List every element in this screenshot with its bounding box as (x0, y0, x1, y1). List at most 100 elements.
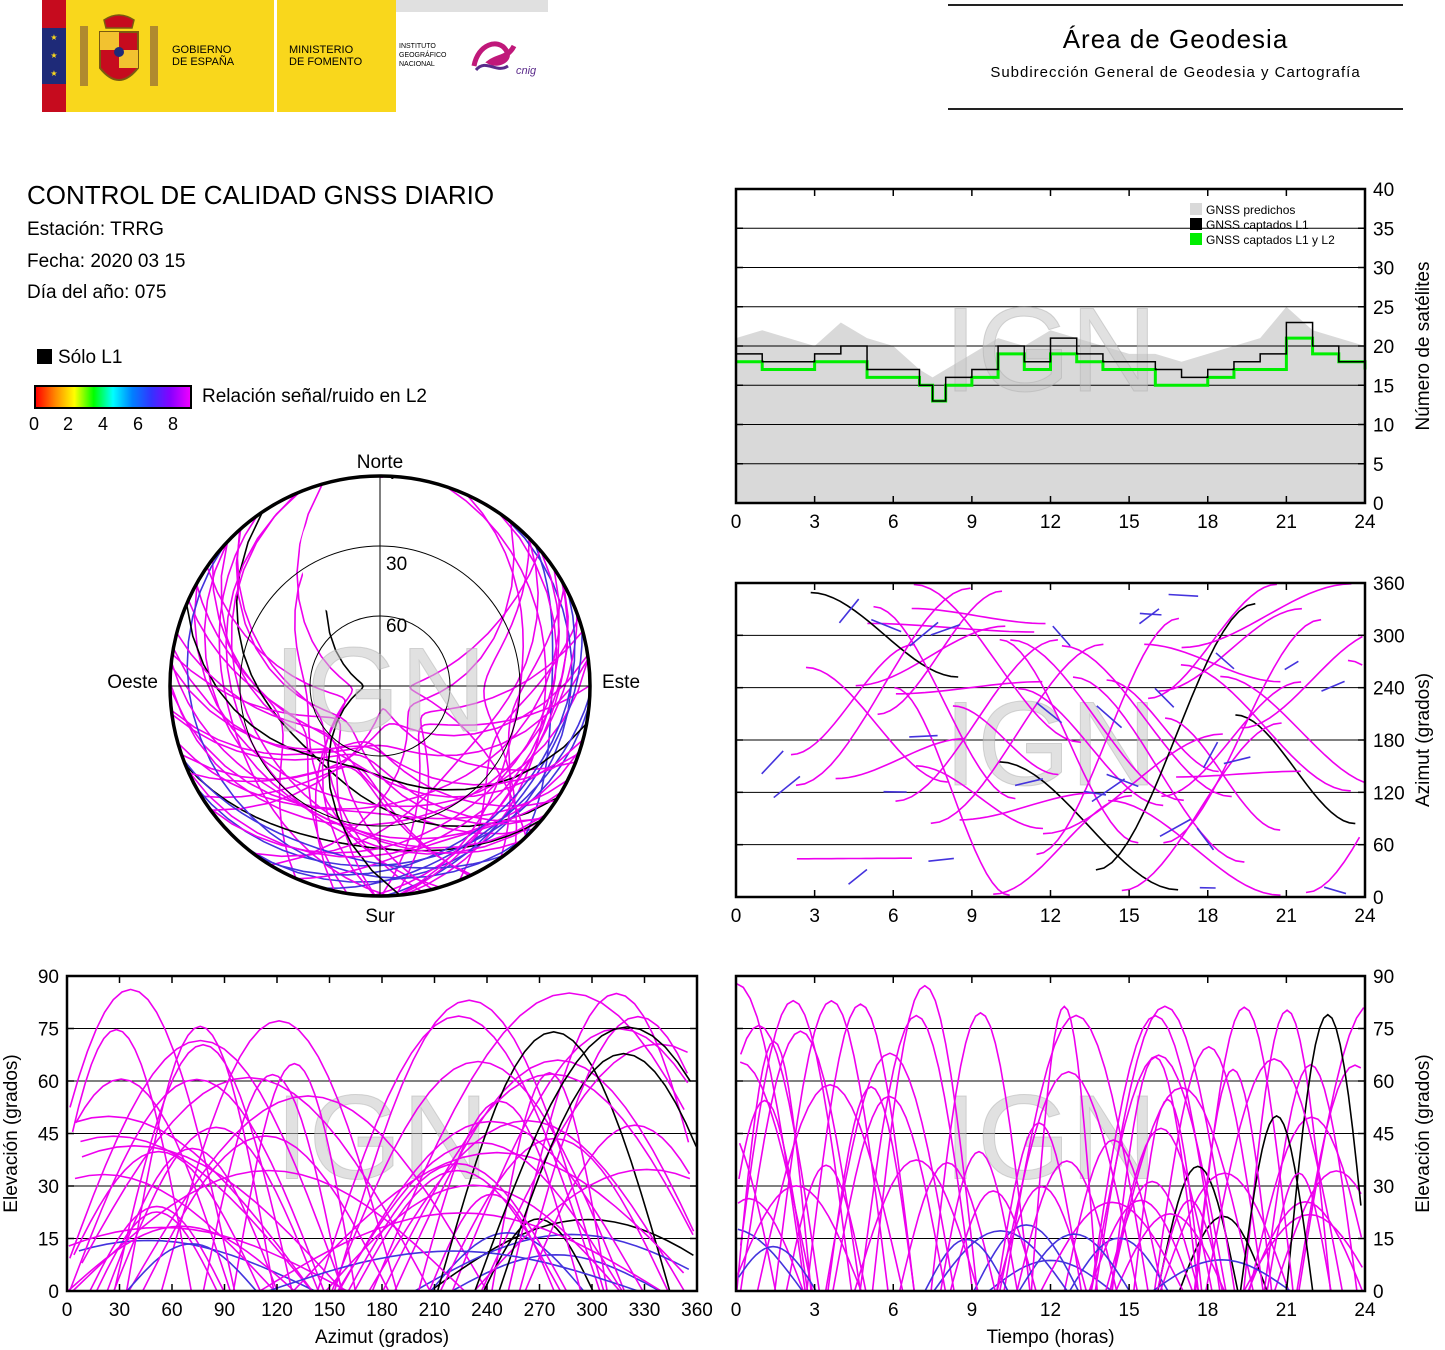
series-l1-line (736, 321, 1365, 402)
spain-flag-stripe: ★ ★ ★ (42, 0, 66, 112)
elevation-azimuth-track (430, 1231, 585, 1292)
elevation-time-track (1030, 1005, 1098, 1292)
azimuth-track (993, 794, 1132, 895)
azimuth-track-low-snr (1202, 741, 1219, 769)
azimuth-track (895, 639, 1059, 802)
y-tick-label: 180 (1373, 731, 1405, 752)
elevation-time-track (806, 1003, 915, 1292)
x-axis-label: Tiempo (horas) (986, 1327, 1114, 1348)
skyplot-track (409, 549, 541, 838)
day-of-year-label: Día del año: 075 (27, 282, 167, 303)
elevation-azimuth-track (89, 1205, 225, 1292)
y-tick-label: 120 (1373, 783, 1405, 804)
elevation-time-track (1003, 1014, 1149, 1292)
elevation-azimuth-track (259, 1212, 662, 1292)
x-tick-label: 0 (731, 906, 742, 927)
l1-only-label: Sólo L1 (58, 347, 123, 368)
snr-colorbar-label: Relación señal/ruido en L2 (202, 386, 427, 407)
x-tick-label: 15 (1119, 1300, 1140, 1321)
skyplot-track (195, 705, 590, 867)
y-axis-label: Elevación (grados) (1413, 1054, 1434, 1212)
snr-tick: 0 (29, 414, 40, 434)
x-tick-label: 12 (1040, 1300, 1061, 1321)
coat-of-arms-icon (80, 14, 158, 86)
skyplot-track (169, 584, 569, 826)
elevation-azimuth-track (268, 1250, 639, 1292)
y-tick-label: 20 (1373, 337, 1394, 358)
elevation-time-track (996, 1122, 1083, 1292)
azimuth-track (894, 686, 1010, 897)
elevation-time-track (1109, 1127, 1213, 1292)
elevation-time-track (1285, 1013, 1362, 1292)
skyplot-track (230, 492, 547, 849)
elevation-time-track (1266, 1172, 1332, 1292)
skyplot-tracks (169, 475, 591, 897)
elevation-time-track (871, 984, 978, 1292)
elevation-azimuth-track (69, 1039, 344, 1292)
ministry-line-2: DE FOMENTO (289, 56, 363, 68)
y-tick-label: 30 (1373, 259, 1394, 280)
skyplot-track (188, 765, 473, 876)
ign-watermark: IGN (944, 677, 1157, 811)
azimuth-track (1164, 717, 1281, 831)
azimuth-track-low-snr (1223, 756, 1251, 765)
azimuth-track (1176, 770, 1301, 778)
gov-line-2: DE ESPAÑA (172, 56, 235, 68)
x-tick-label: 18 (1197, 512, 1218, 533)
legend-swatch (1190, 203, 1202, 215)
skyplot-track (296, 483, 376, 897)
elevation-time-track (1156, 1199, 1224, 1292)
elevation-time-track (739, 999, 853, 1292)
azimuth-track-low-snr (1091, 778, 1126, 803)
elevation-azimuth-track (68, 1078, 325, 1292)
elevation-time-track (774, 999, 889, 1292)
azimuth-track-low-snr (1159, 818, 1191, 837)
y-tick-label: 0 (1373, 494, 1384, 515)
azimuth-track (1036, 617, 1180, 856)
azimuth-track-low-snr (1052, 625, 1071, 647)
elevation-time-track (1109, 1086, 1254, 1292)
azimuth-track-low-snr (1036, 701, 1063, 724)
skyplot-ring-label: 60 (386, 616, 407, 637)
institute-name: INSTITUTO GEOGRÁFICO NACIONAL (399, 42, 446, 69)
elevation-azimuth-track (451, 1027, 689, 1292)
elevation-time-track (739, 1030, 862, 1292)
elevation-time-track (898, 1161, 996, 1292)
x-tick-label: 9 (967, 512, 978, 533)
skyplot-track (384, 629, 583, 897)
azimuth-track (1095, 602, 1256, 871)
azimuth-track-low-snr (930, 623, 961, 636)
legend-swatch (1190, 218, 1202, 230)
legend-label: GNSS predichos (1206, 203, 1295, 217)
azimuth-track-low-snr (1284, 660, 1299, 671)
azimuth-track (952, 705, 1059, 776)
elevation-time-track (756, 1083, 904, 1292)
skyplot-track (186, 512, 558, 858)
x-tick-label: 6 (888, 906, 899, 927)
skyplot-track (395, 630, 584, 896)
x-tick-label: 9 (967, 906, 978, 927)
elevation-azimuth-track (125, 1025, 275, 1292)
elevation-azimuth-track (316, 1015, 601, 1292)
x-tick-label: 24 (1354, 906, 1376, 927)
elevation-time-track (737, 1184, 862, 1292)
azimuth-track-low-snr (773, 775, 801, 799)
x-tick-label: 18 (1197, 906, 1218, 927)
x-tick-label: 0 (62, 1300, 73, 1321)
skyplot-track (182, 759, 505, 869)
azimuth-track (913, 583, 1082, 744)
skyplot-track (247, 517, 573, 883)
x-tick-label: 6 (888, 1300, 899, 1321)
station-label: Estación: TRRG (27, 219, 164, 240)
azimuth-track-low-snr (871, 618, 902, 633)
azimuth-track-low-snr (1138, 608, 1160, 625)
y-tick-label: 0 (48, 1282, 59, 1303)
elevation-time-track (1018, 1233, 1131, 1292)
elevation-azimuth-track (333, 999, 605, 1292)
y-tick-label: 15 (1373, 376, 1394, 397)
azimuth-track (1072, 676, 1245, 863)
skyplot-track (171, 713, 543, 823)
institute-banner (396, 0, 548, 12)
azimuth-track-low-snr (1154, 687, 1175, 708)
